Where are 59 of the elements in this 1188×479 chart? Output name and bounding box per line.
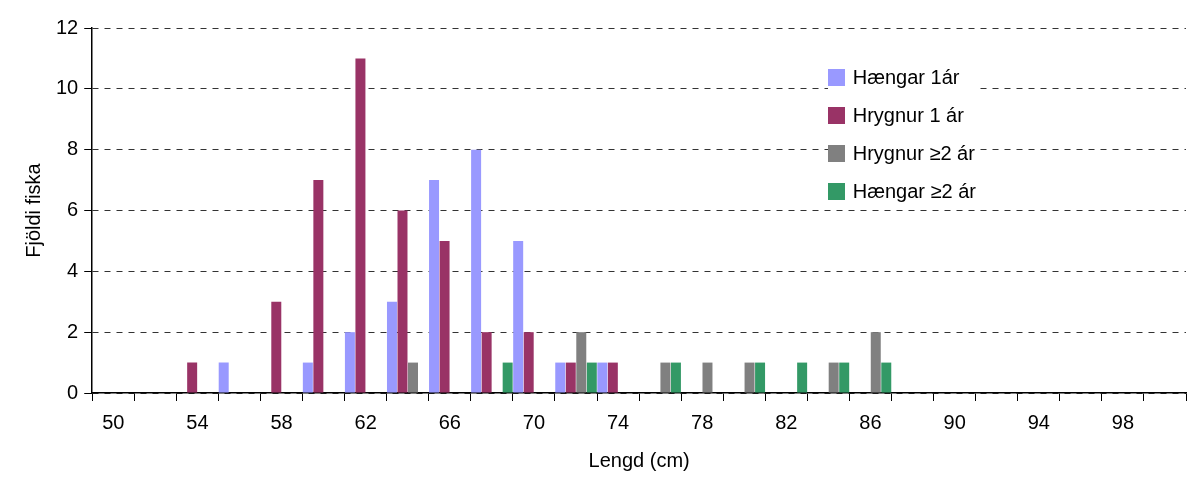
bar: [828, 362, 839, 393]
y-tick-label: 6: [67, 198, 79, 221]
bar: [429, 180, 440, 393]
x-tick-label: 74: [606, 410, 630, 433]
bar: [218, 362, 229, 393]
x-axis-title: Lengd (cm): [588, 448, 690, 471]
bar: [386, 301, 397, 393]
x-tick-label: 82: [775, 410, 798, 433]
legend-label: Hrygnur 1 ár: [852, 103, 964, 128]
y-tick-label: 2: [67, 319, 79, 342]
x-tick-label: 86: [859, 410, 882, 433]
bar: [439, 240, 450, 393]
bar: [481, 332, 492, 393]
bar: [870, 332, 881, 393]
bar: [397, 210, 408, 393]
bar: [408, 362, 419, 393]
bar: [670, 362, 681, 393]
bar: [576, 332, 587, 393]
y-tick-label: 4: [67, 258, 79, 281]
x-tick-label: 58: [270, 410, 293, 433]
legend-label: Hængar ≥2 ár: [852, 179, 976, 204]
x-tick-label: 70: [522, 410, 546, 433]
bar: [313, 180, 324, 393]
y-tick-label: 8: [67, 137, 79, 160]
bar: [839, 362, 850, 393]
x-tick-label: 98: [1111, 410, 1135, 433]
x-tick-label: 62: [354, 410, 377, 433]
bar: [586, 362, 597, 393]
bar: [502, 362, 513, 393]
bar: [513, 240, 524, 393]
bar: [555, 362, 566, 393]
bar: [744, 362, 755, 393]
x-tick-label: 66: [438, 410, 461, 433]
bar: [565, 362, 576, 393]
x-tick-label: 90: [943, 410, 966, 433]
bar: [523, 332, 534, 393]
bar: [881, 362, 892, 393]
bar: [344, 332, 355, 393]
x-tick-label: 50: [102, 410, 125, 433]
bar: [797, 362, 808, 393]
bar: [302, 362, 313, 393]
bar: [355, 58, 366, 393]
y-tick-label: 0: [67, 380, 79, 403]
bar: [187, 362, 198, 393]
x-tick-label: 94: [1027, 410, 1050, 433]
x-tick-label: 78: [691, 410, 714, 433]
bar: [607, 362, 618, 393]
legend-label: Hrygnur ≥2 ár: [852, 141, 975, 166]
bar: [471, 149, 482, 393]
bar: [660, 362, 671, 393]
bar: [597, 362, 608, 393]
bar: [271, 301, 282, 393]
y-tick-label: 10: [56, 76, 79, 99]
y-tick-label: 12: [56, 15, 79, 38]
bar: [755, 362, 766, 393]
x-tick-label: 54: [186, 410, 209, 433]
legend-label: Hængar 1ár: [852, 65, 960, 90]
y-axis-title: Fjöldi fiska: [21, 162, 44, 258]
bar: [702, 362, 713, 393]
